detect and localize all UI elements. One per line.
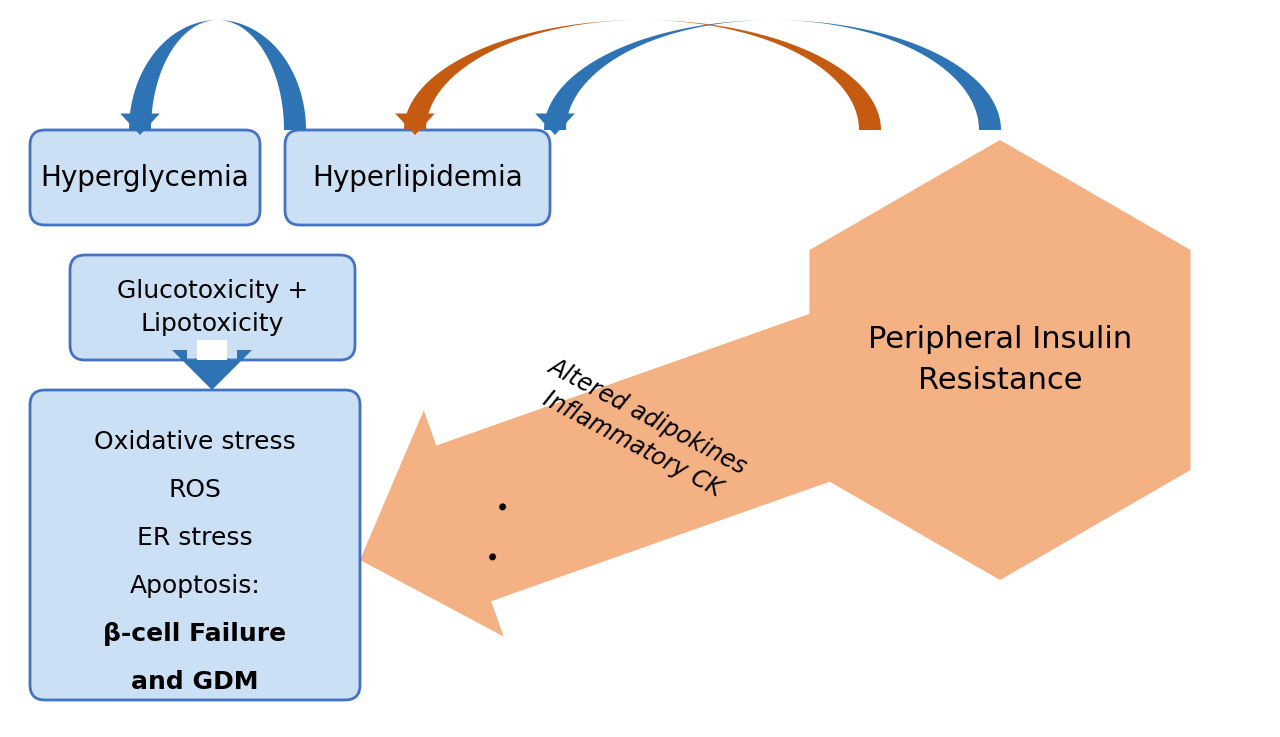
Polygon shape	[129, 20, 306, 130]
Polygon shape	[172, 350, 252, 390]
Polygon shape	[396, 113, 435, 135]
Text: •: •	[479, 546, 502, 574]
Text: Glucotoxicity +
Lipotoxicity: Glucotoxicity + Lipotoxicity	[116, 279, 308, 336]
Polygon shape	[197, 340, 227, 360]
Text: Apoptosis:: Apoptosis:	[129, 574, 260, 598]
Polygon shape	[404, 20, 881, 130]
Text: Oxidative stress: Oxidative stress	[95, 430, 296, 454]
Polygon shape	[535, 113, 575, 135]
FancyBboxPatch shape	[70, 255, 355, 360]
FancyBboxPatch shape	[29, 390, 360, 700]
Text: ER stress: ER stress	[137, 526, 253, 550]
Text: ROS: ROS	[169, 478, 221, 502]
Text: and GDM: and GDM	[132, 670, 259, 694]
Polygon shape	[360, 302, 897, 637]
FancyBboxPatch shape	[29, 130, 260, 225]
Polygon shape	[809, 140, 1190, 580]
Text: •: •	[488, 496, 512, 524]
Text: Altered adipokines
Inflammatory CK: Altered adipokines Inflammatory CK	[530, 354, 750, 506]
Polygon shape	[544, 20, 1001, 130]
Polygon shape	[120, 113, 160, 135]
Text: Hyperlipidemia: Hyperlipidemia	[312, 164, 522, 192]
Text: β-cell Failure: β-cell Failure	[104, 622, 287, 646]
Text: Peripheral Insulin
Resistance: Peripheral Insulin Resistance	[868, 325, 1132, 395]
FancyBboxPatch shape	[285, 130, 550, 225]
Text: Hyperglycemia: Hyperglycemia	[41, 164, 250, 192]
